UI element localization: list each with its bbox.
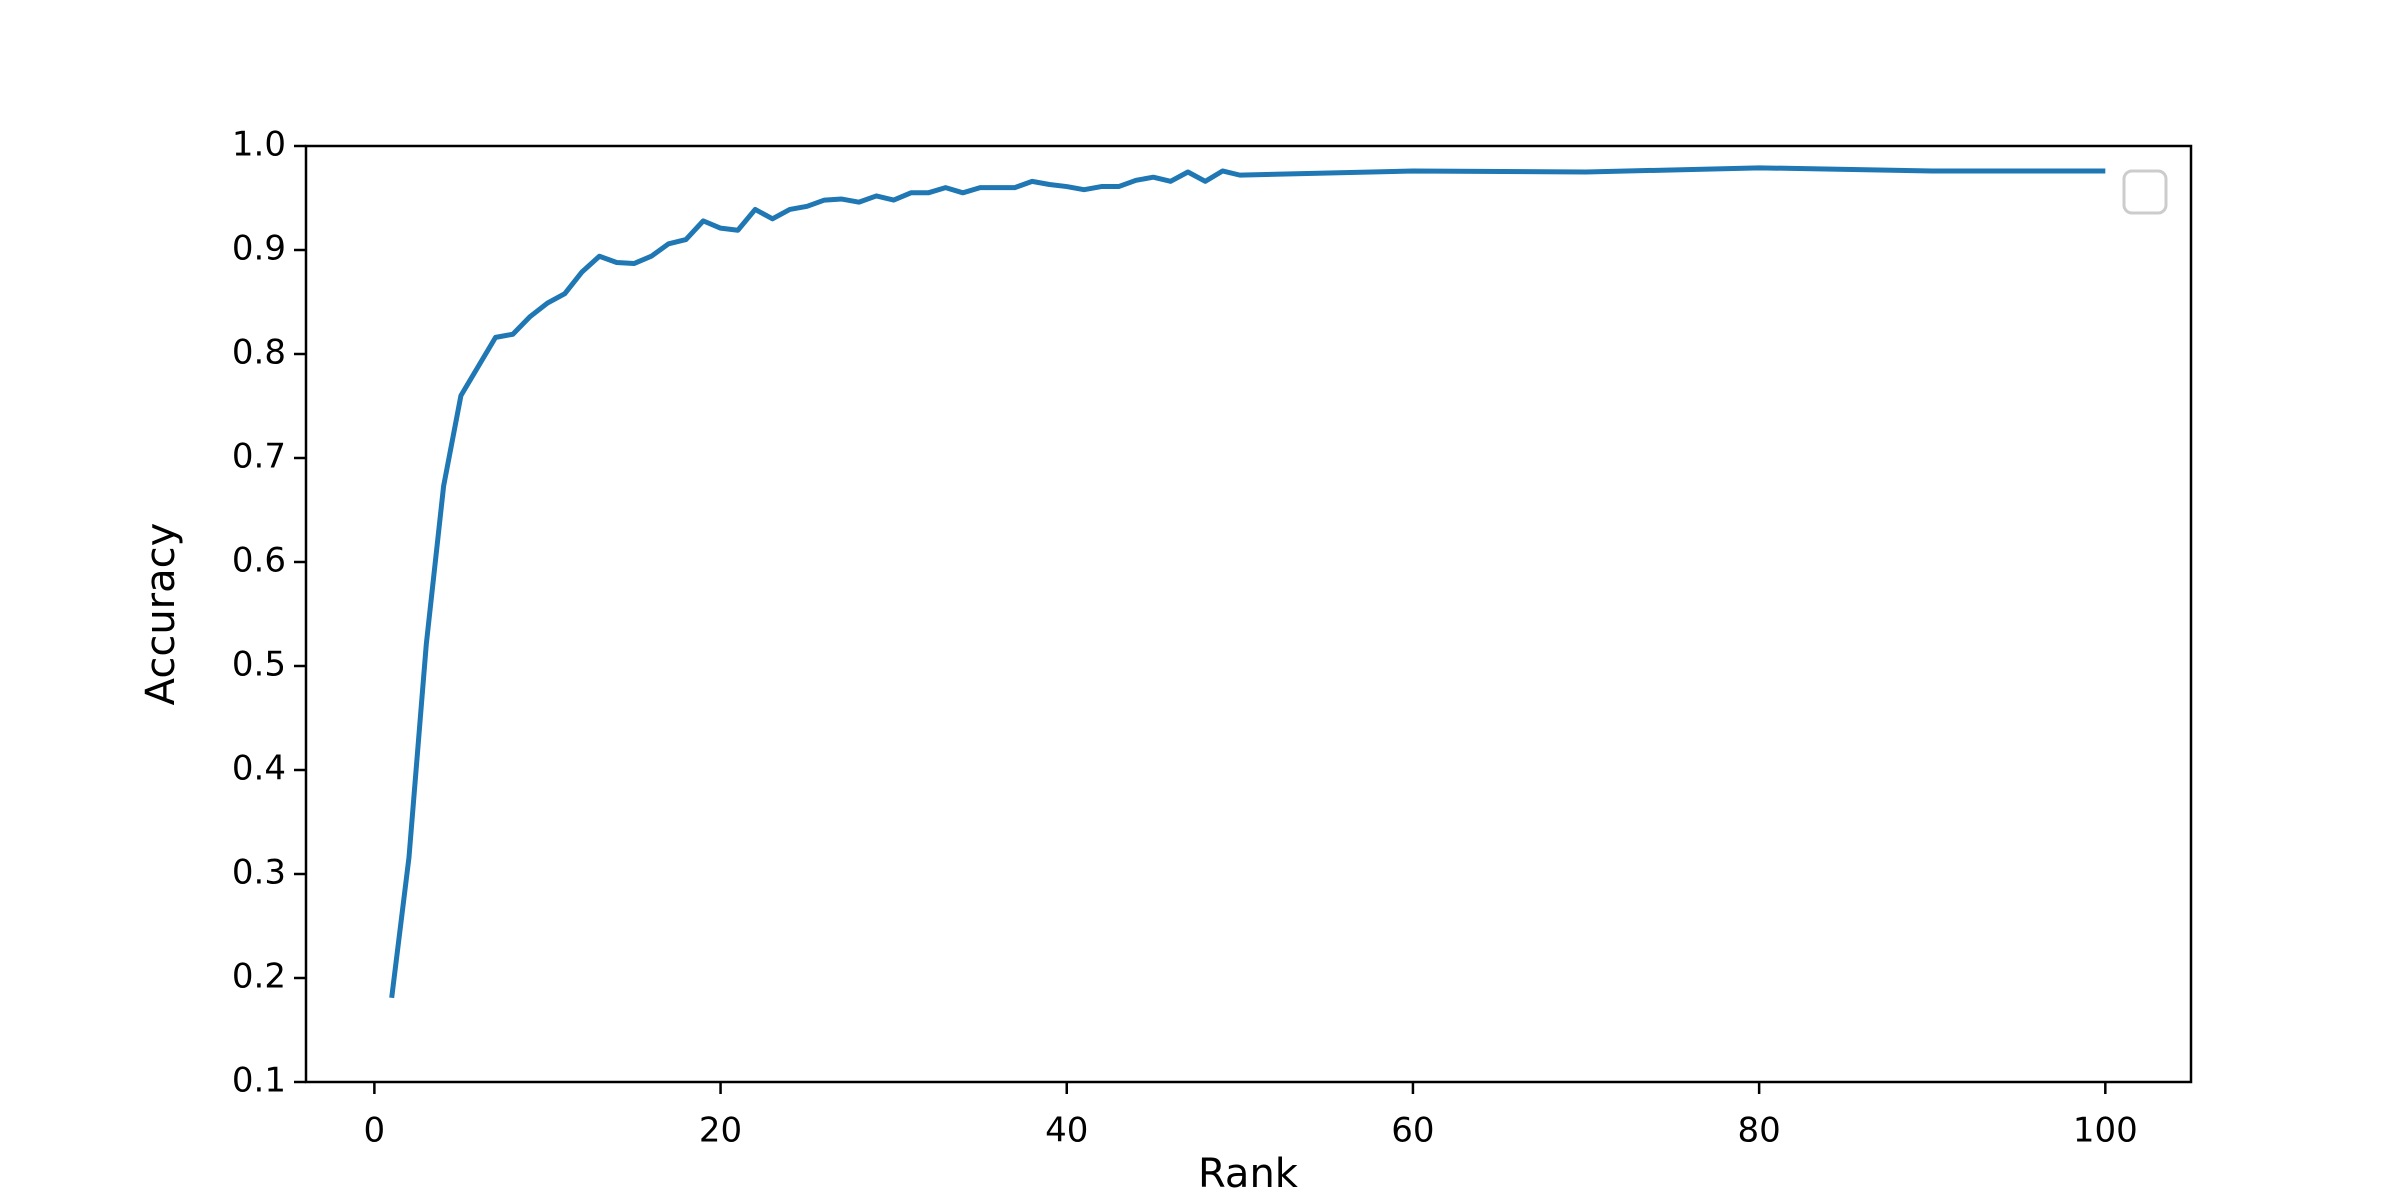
y-tick-label: 0.5	[232, 645, 286, 685]
x-axis-label: Rank	[1198, 1151, 1299, 1197]
y-axis-label: Accuracy	[138, 523, 184, 706]
y-tick-label: 0.9	[232, 229, 286, 269]
x-tick-label: 20	[699, 1111, 742, 1151]
x-tick-label: 80	[1737, 1111, 1780, 1151]
legend-box	[2122, 169, 2168, 215]
x-tick-label: 60	[1391, 1111, 1434, 1151]
y-tick-label: 0.8	[232, 333, 286, 373]
x-tick-label: 40	[1045, 1111, 1088, 1151]
x-tick-label: 100	[2073, 1111, 2138, 1151]
y-tick-label: 0.7	[232, 437, 286, 477]
y-tick-label: 0.4	[232, 749, 286, 789]
y-tick-label: 0.2	[232, 957, 286, 997]
data-line	[389, 165, 2106, 999]
y-tick-label: 0.1	[232, 1061, 286, 1101]
x-tick-label: 0	[364, 1111, 386, 1151]
plot-frame	[304, 144, 2193, 1084]
y-tick-label: 0.6	[232, 541, 286, 581]
y-tick-label: 0.3	[232, 853, 286, 893]
y-tick-label: 1.0	[232, 125, 286, 165]
